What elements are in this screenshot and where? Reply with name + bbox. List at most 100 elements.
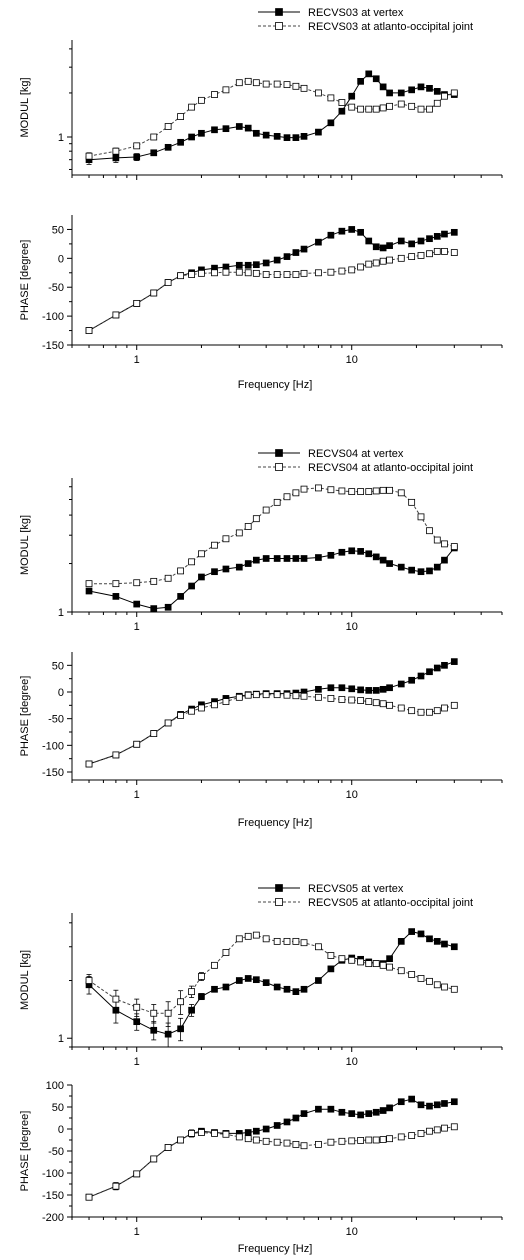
point-joint-modul-recvs04 <box>235 529 243 537</box>
point-joint-phase-recvs05 <box>211 1130 218 1137</box>
point-joint-phase-recvs03 <box>222 268 230 276</box>
point-joint-modul-recvs04 <box>292 489 300 497</box>
point-joint-phase-recvs04 <box>357 697 365 704</box>
point-vertex-modul-recvs03 <box>112 154 120 162</box>
point-vertex-modul-recvs04 <box>188 582 195 590</box>
point-joint-phase-recvs05 <box>283 1139 291 1147</box>
point-vertex-phase-recvs05 <box>450 1098 458 1106</box>
point-joint-phase-recvs05 <box>133 1170 141 1178</box>
point-vertex-phase-recvs05 <box>327 1105 335 1113</box>
point-joint-modul-recvs03 <box>235 79 243 87</box>
point-joint-phase-recvs05 <box>379 1136 387 1143</box>
legend-label-joint: RECVS04 at atlanto-occipital joint <box>308 462 473 474</box>
point-joint-modul-recvs05 <box>365 960 373 968</box>
point-joint-modul-recvs03 <box>386 102 393 110</box>
point-joint-modul-recvs05 <box>441 983 448 991</box>
x-tick-label-phase-recvs04: 10 <box>346 789 358 801</box>
point-joint-phase-recvs03 <box>348 266 356 274</box>
y-tick-label-phase-recvs05: 100 <box>46 1080 64 1092</box>
point-joint-modul-recvs04 <box>133 579 141 587</box>
point-vertex-phase-recvs04 <box>357 686 364 694</box>
point-joint-phase-recvs04 <box>417 708 425 716</box>
point-vertex-phase-recvs03 <box>365 237 373 245</box>
series-line-vertex-phase-recvs05 <box>88 1098 455 1198</box>
y-axis-title-phase-recvs04: PHASE [degree] <box>19 676 31 757</box>
x-tick-label-phase-recvs05: 10 <box>346 1226 358 1238</box>
point-joint-phase-recvs05 <box>85 1193 93 1201</box>
point-joint-phase-recvs05 <box>357 1137 365 1144</box>
point-vertex-modul-recvs03 <box>292 134 300 141</box>
point-joint-modul-recvs03 <box>198 96 205 104</box>
x-tick-label-modul-recvs05: 10 <box>346 1056 358 1068</box>
point-joint-modul-recvs05 <box>198 973 205 980</box>
point-joint-modul-recvs04 <box>300 485 308 493</box>
point-vertex-phase-recvs04 <box>386 684 393 692</box>
point-vertex-phase-recvs03 <box>315 238 322 246</box>
y-axis-title-modul-recvs04: MODUL [kg] <box>19 515 31 575</box>
point-joint-modul-recvs03 <box>112 147 120 155</box>
point-joint-phase-recvs05 <box>235 1133 243 1141</box>
point-joint-modul-recvs04 <box>177 567 185 575</box>
point-vertex-modul-recvs03 <box>222 125 230 133</box>
point-joint-modul-recvs04 <box>164 574 172 582</box>
point-vertex-modul-recvs05 <box>441 940 448 948</box>
point-vertex-phase-recvs03 <box>262 259 270 267</box>
point-joint-modul-recvs03 <box>417 105 425 113</box>
y-tick-label-phase-recvs05: -100 <box>42 1168 64 1180</box>
point-vertex-modul-recvs05 <box>315 977 322 984</box>
point-joint-modul-recvs03 <box>85 152 93 160</box>
point-joint-modul-recvs05 <box>244 932 252 940</box>
point-joint-modul-recvs05 <box>164 1009 172 1017</box>
point-joint-modul-recvs05 <box>315 943 322 951</box>
y-tick-label-phase-recvs03: -150 <box>42 340 64 352</box>
y-tick-label-phase-recvs05: -50 <box>48 1146 64 1158</box>
point-joint-modul-recvs04 <box>198 550 205 558</box>
x-axis-title-phase-recvs03: Frequency [Hz] <box>238 379 313 391</box>
point-joint-phase-recvs03 <box>386 256 393 264</box>
point-vertex-modul-recvs04 <box>150 605 158 612</box>
point-joint-phase-recvs03 <box>283 271 291 278</box>
panel-modul-recvs04: 1 10 1 MODUL [kg] <box>19 478 503 633</box>
point-vertex-modul-recvs05 <box>211 985 218 993</box>
point-joint-modul-recvs05 <box>433 981 441 989</box>
point-vertex-phase-recvs04 <box>365 687 373 694</box>
series-line-joint-phase-recvs03 <box>88 250 455 332</box>
point-joint-modul-recvs03 <box>273 80 281 88</box>
point-vertex-modul-recvs05 <box>433 938 441 945</box>
point-vertex-phase-recvs05 <box>426 1102 433 1110</box>
point-joint-modul-recvs03 <box>433 99 441 107</box>
point-joint-phase-recvs05 <box>338 1137 346 1145</box>
point-joint-modul-recvs04 <box>338 487 346 495</box>
point-vertex-phase-recvs03 <box>244 261 252 269</box>
point-vertex-modul-recvs03 <box>315 128 322 136</box>
point-vertex-modul-recvs03 <box>433 88 441 95</box>
point-joint-modul-recvs04 <box>188 558 196 566</box>
point-joint-phase-recvs03 <box>426 250 433 258</box>
series-line-joint-modul-recvs05 <box>88 934 455 1014</box>
point-vertex-phase-recvs03 <box>372 243 380 251</box>
y-tick-label-phase-recvs03: 0 <box>58 253 64 265</box>
point-vertex-modul-recvs03 <box>426 84 433 92</box>
point-vertex-phase-recvs03 <box>386 242 393 249</box>
point-joint-phase-recvs03 <box>133 299 141 307</box>
point-joint-phase-recvs04 <box>433 707 441 715</box>
point-joint-modul-recvs03 <box>357 105 365 113</box>
point-vertex-modul-recvs03 <box>273 133 281 140</box>
point-vertex-modul-recvs05 <box>252 976 260 984</box>
point-joint-modul-recvs05 <box>222 949 230 956</box>
point-joint-phase-recvs04 <box>372 699 380 707</box>
y-tick-label-modul-recvs04: 1 <box>58 607 64 619</box>
point-joint-modul-recvs04 <box>417 513 425 521</box>
point-vertex-modul-recvs04 <box>244 560 252 567</box>
point-joint-modul-recvs05 <box>262 935 270 943</box>
point-joint-phase-recvs04 <box>450 701 458 709</box>
point-joint-phase-recvs03 <box>408 253 416 261</box>
point-joint-phase-recvs05 <box>150 1155 158 1163</box>
point-vertex-modul-recvs03 <box>150 149 158 157</box>
point-vertex-phase-recvs03 <box>327 231 335 239</box>
point-joint-phase-recvs05 <box>408 1132 416 1139</box>
point-vertex-modul-recvs04 <box>426 567 433 575</box>
point-joint-modul-recvs05 <box>357 958 365 966</box>
point-joint-phase-recvs05 <box>417 1130 425 1137</box>
point-joint-modul-recvs04 <box>386 486 393 494</box>
